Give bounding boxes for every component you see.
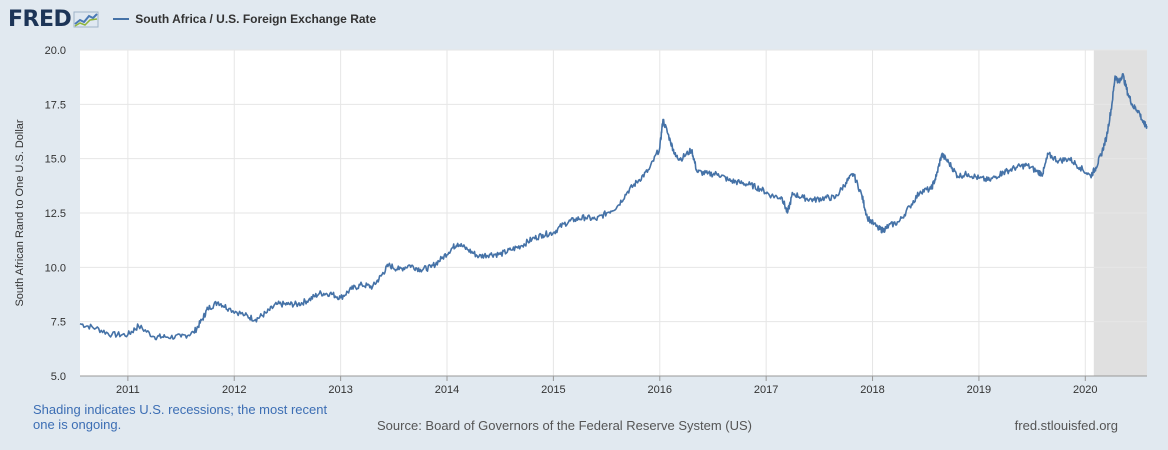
data-source: Source: Board of Governors of the Federa… xyxy=(377,418,752,433)
legend-swatch xyxy=(113,18,130,20)
x-tick-label: 2017 xyxy=(754,384,778,396)
y-tick-label: 20.0 xyxy=(45,45,66,57)
fred-url[interactable]: fred.stlouisfed.org xyxy=(1014,418,1118,433)
x-tick-label: 2019 xyxy=(967,384,991,396)
series-line xyxy=(79,73,1148,341)
fred-logo-text: FRED xyxy=(8,6,72,32)
fred-graph-icon xyxy=(73,11,99,28)
y-tick-label: 12.5 xyxy=(45,208,66,220)
y-tick-label: 10.0 xyxy=(45,262,66,274)
x-tick-label: 2014 xyxy=(435,384,459,396)
x-tick-label: 2020 xyxy=(1073,384,1097,396)
legend-label: South Africa / U.S. Foreign Exchange Rat… xyxy=(135,12,377,26)
y-tick-label: 7.5 xyxy=(51,317,66,329)
x-tick-label: 2011 xyxy=(116,384,140,396)
x-tick-label: 2012 xyxy=(222,384,246,396)
chart-header: FRED South Africa / U.S. Foreign Exchang… xyxy=(8,4,376,34)
chart-legend[interactable]: South Africa / U.S. Foreign Exchange Rat… xyxy=(113,12,376,26)
fred-logo[interactable]: FRED xyxy=(8,7,99,32)
y-tick-label: 17.5 xyxy=(45,99,66,111)
x-tick-label: 2013 xyxy=(328,384,352,396)
y-tick-label: 15.0 xyxy=(45,154,66,166)
y-axis-label: South African Rand to One U.S. Dollar xyxy=(14,119,26,306)
y-tick-label: 5.0 xyxy=(51,371,66,383)
recession-shading-note[interactable]: Shading indicates U.S. recessions; the m… xyxy=(33,402,328,432)
x-tick-label: 2016 xyxy=(648,384,672,396)
x-tick-label: 2015 xyxy=(541,384,565,396)
x-tick-label: 2018 xyxy=(860,384,884,396)
